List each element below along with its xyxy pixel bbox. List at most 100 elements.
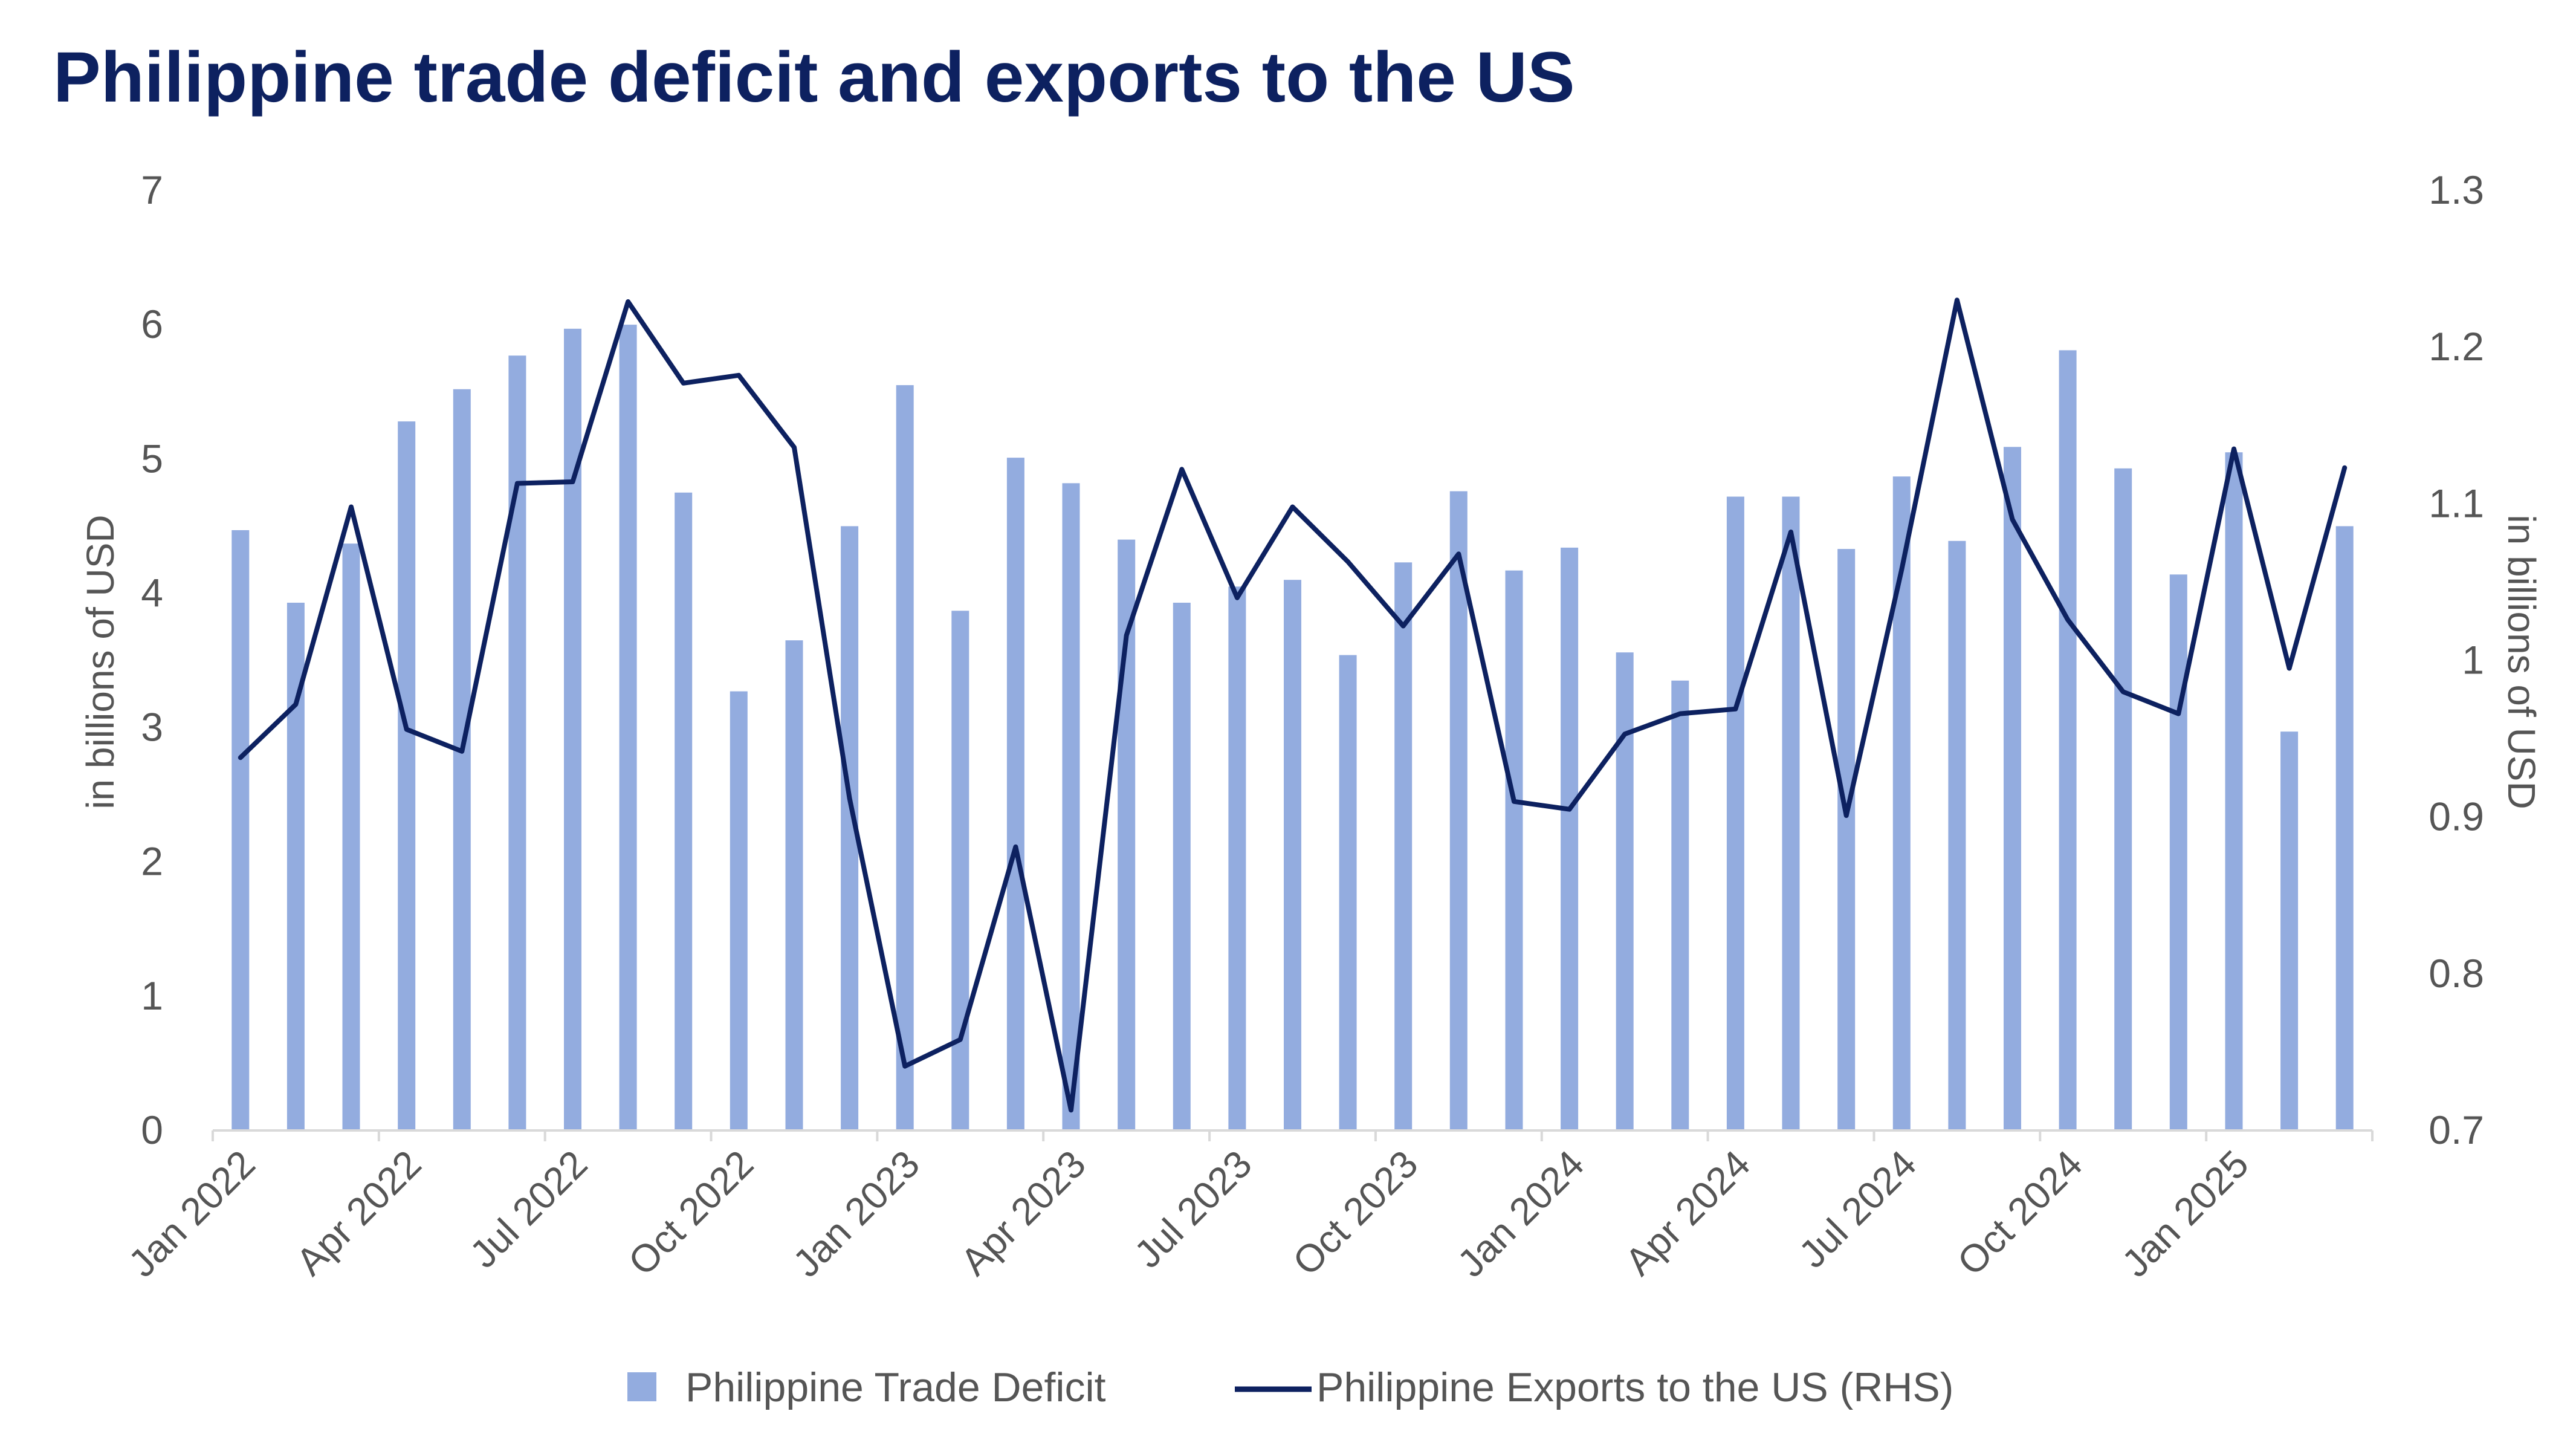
bar-deficit xyxy=(1671,680,1689,1130)
y-tick-label-left: 2 xyxy=(141,839,163,884)
bar-deficit xyxy=(1394,562,1413,1130)
line-point-exports xyxy=(1070,1109,1072,1112)
line-point-exports xyxy=(516,482,519,485)
y-tick-label-right: 1 xyxy=(2462,638,2484,683)
x-tick-label: Apr 2024 xyxy=(1617,1142,1759,1284)
line-point-exports xyxy=(1347,560,1350,563)
bar-deficit xyxy=(564,328,581,1130)
y-tick-label-right: 1.2 xyxy=(2429,324,2484,369)
legend-label-exports: Philippine Exports to the US (RHS) xyxy=(1316,1364,1953,1410)
line-point-exports xyxy=(682,381,685,384)
bar-deficit xyxy=(785,640,803,1130)
line-point-exports xyxy=(294,703,297,706)
y-tick-label-right: 0.7 xyxy=(2429,1107,2484,1152)
bar-deficit xyxy=(2004,447,2021,1130)
bar-deficit xyxy=(1726,496,1744,1130)
line-point-exports xyxy=(1568,808,1571,811)
x-tick-label: Jan 2023 xyxy=(785,1142,928,1285)
bar-deficit xyxy=(951,611,969,1130)
line-point-exports xyxy=(1291,505,1294,508)
y-tick-label-left: 0 xyxy=(141,1107,163,1152)
line-point-exports xyxy=(959,1038,962,1041)
line-point-exports xyxy=(2011,518,2014,521)
line-point-exports xyxy=(1845,814,1848,817)
bar-deficit xyxy=(508,355,526,1131)
x-tick-label: Jan 2024 xyxy=(1449,1142,1592,1285)
bar-deficit xyxy=(675,492,693,1130)
legend-swatch-deficit xyxy=(627,1372,656,1401)
y-tick-label-right: 1.1 xyxy=(2429,481,2484,525)
line-point-exports xyxy=(571,481,574,483)
line-point-exports xyxy=(1180,468,1183,471)
line-point-exports xyxy=(239,756,242,759)
line-point-exports xyxy=(1513,800,1515,803)
y-tick-label-left: 6 xyxy=(141,302,163,346)
line-point-exports xyxy=(2233,447,2235,450)
line-point-exports xyxy=(1125,634,1128,637)
bar-deficit xyxy=(730,691,748,1130)
line-point-exports xyxy=(1235,596,1238,599)
line-point-exports xyxy=(904,1065,907,1068)
line-point-exports xyxy=(2177,712,2180,715)
line-point-exports xyxy=(627,300,630,303)
chart-title: Philippine trade deficit and exports to … xyxy=(53,37,1575,117)
y-tick-label-left: 5 xyxy=(141,436,163,481)
bar-deficit xyxy=(1782,496,1800,1130)
line-layer xyxy=(238,297,2348,1113)
y-axis-title-left: in billions of USD xyxy=(79,514,122,809)
y-tick-label-left: 3 xyxy=(141,705,163,750)
bar-deficit xyxy=(2059,350,2077,1130)
line-point-exports xyxy=(1734,707,1737,710)
line-point-exports xyxy=(848,797,851,800)
bar-deficit xyxy=(231,530,250,1130)
bar-deficit xyxy=(1228,586,1246,1130)
bar-deficit xyxy=(1173,603,1191,1130)
line-point-exports xyxy=(1402,624,1405,627)
bar-deficit xyxy=(1449,491,1468,1130)
line-point-exports xyxy=(1955,299,1958,302)
line-point-exports xyxy=(793,446,795,449)
line-point-exports xyxy=(1790,531,1792,533)
y-tick-label-left: 4 xyxy=(141,570,163,615)
y-tick-label-left: 1 xyxy=(141,973,163,1018)
bar-deficit xyxy=(2169,574,2187,1130)
line-point-exports xyxy=(1900,568,1903,571)
bar-deficit xyxy=(619,325,637,1130)
bar-deficit xyxy=(398,421,416,1130)
bar-deficit xyxy=(896,385,914,1130)
line-point-exports xyxy=(2121,690,2125,693)
bar-deficit xyxy=(1339,655,1357,1130)
bar-deficit xyxy=(1006,458,1024,1130)
line-point-exports xyxy=(1678,712,1681,715)
bar-deficit xyxy=(1561,547,1579,1130)
legend: Philippine Trade Deficit Philippine Expo… xyxy=(627,1364,1953,1410)
line-point-exports xyxy=(1014,845,1017,848)
line-point-exports xyxy=(2343,466,2346,469)
x-tick-label: Apr 2023 xyxy=(952,1142,1094,1284)
line-point-exports xyxy=(2288,667,2291,670)
y-tick-label-right: 0.8 xyxy=(2429,951,2484,996)
y-tick-label-right: 0.9 xyxy=(2429,794,2484,839)
x-tick-label: Jan 2022 xyxy=(120,1142,264,1285)
line-point-exports xyxy=(2066,618,2070,621)
line-point-exports xyxy=(737,374,740,377)
line-point-exports xyxy=(405,728,408,731)
x-tick-label: Jul 2022 xyxy=(461,1142,595,1276)
bar-deficit xyxy=(453,389,471,1130)
x-tick-label: Oct 2024 xyxy=(1949,1142,2091,1284)
y-tick-label-left: 7 xyxy=(141,167,163,212)
bars-layer xyxy=(231,325,2354,1131)
line-point-exports xyxy=(350,505,352,508)
bar-deficit xyxy=(2280,731,2299,1130)
bar-deficit xyxy=(1837,549,1856,1130)
bar-deficit xyxy=(2335,526,2354,1130)
x-tick-label: Jul 2024 xyxy=(1790,1142,1924,1276)
bar-deficit xyxy=(2225,452,2243,1131)
line-point-exports xyxy=(461,750,464,753)
y-tick-label-right: 1.3 xyxy=(2429,167,2484,212)
legend-label-deficit: Philippine Trade Deficit xyxy=(685,1364,1106,1410)
bar-deficit xyxy=(1616,652,1634,1130)
bar-deficit xyxy=(342,543,360,1130)
bar-deficit xyxy=(1062,483,1080,1130)
